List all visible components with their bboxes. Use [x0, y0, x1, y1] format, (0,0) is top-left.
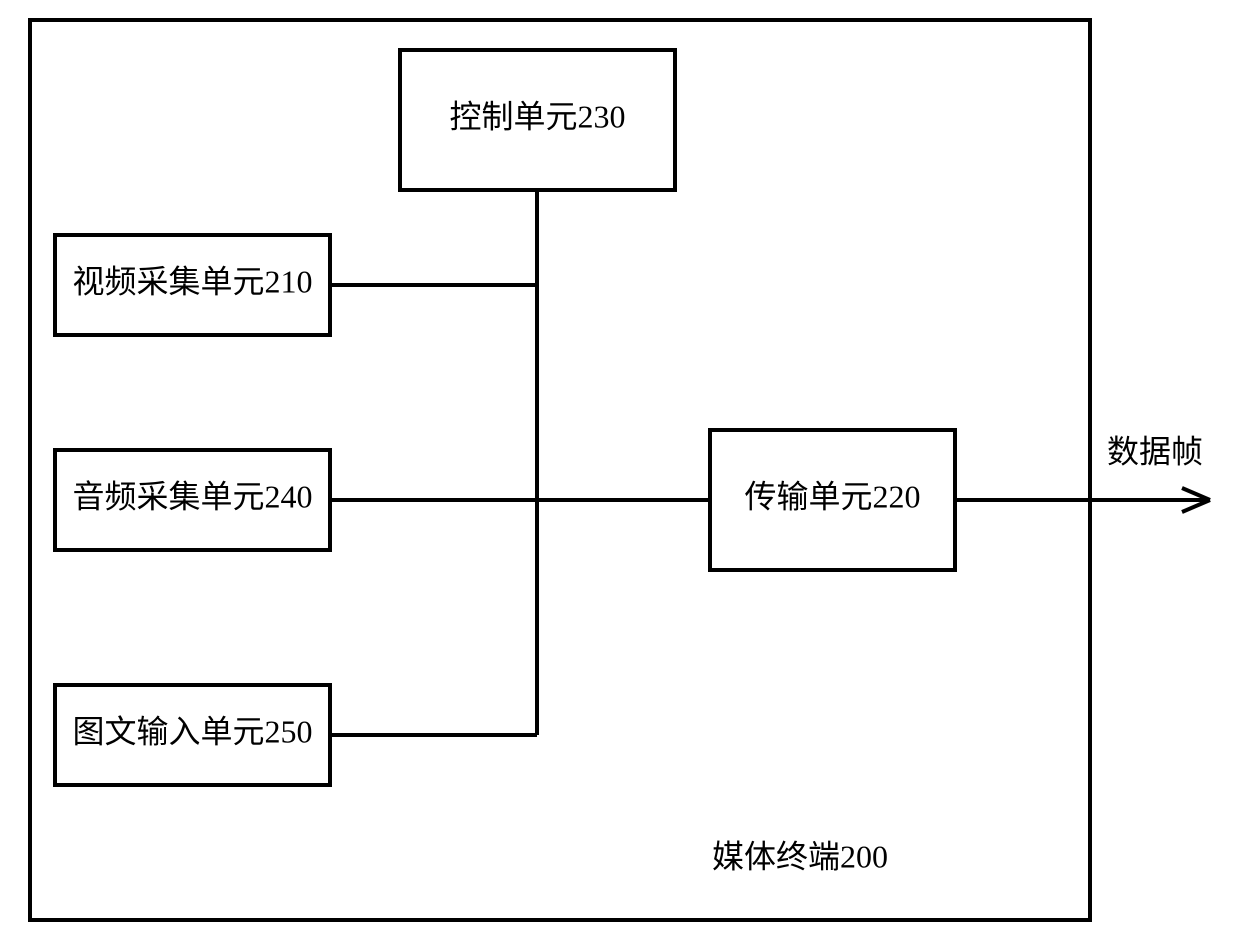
container-label: 媒体终端200: [712, 838, 888, 874]
transfer-unit-label: 传输单元220: [744, 478, 920, 514]
media-terminal-diagram: 媒体终端200 控制单元230 视频采集单元210 音频采集单元240 图文输入…: [0, 0, 1240, 941]
control-unit-label: 控制单元230: [449, 98, 625, 134]
video-capture-label: 视频采集单元210: [72, 263, 312, 299]
data-frame-label: 数据帧: [1107, 433, 1203, 469]
audio-capture-label: 音频采集单元240: [72, 478, 312, 514]
imgtxt-input-label: 图文输入单元250: [72, 713, 312, 749]
